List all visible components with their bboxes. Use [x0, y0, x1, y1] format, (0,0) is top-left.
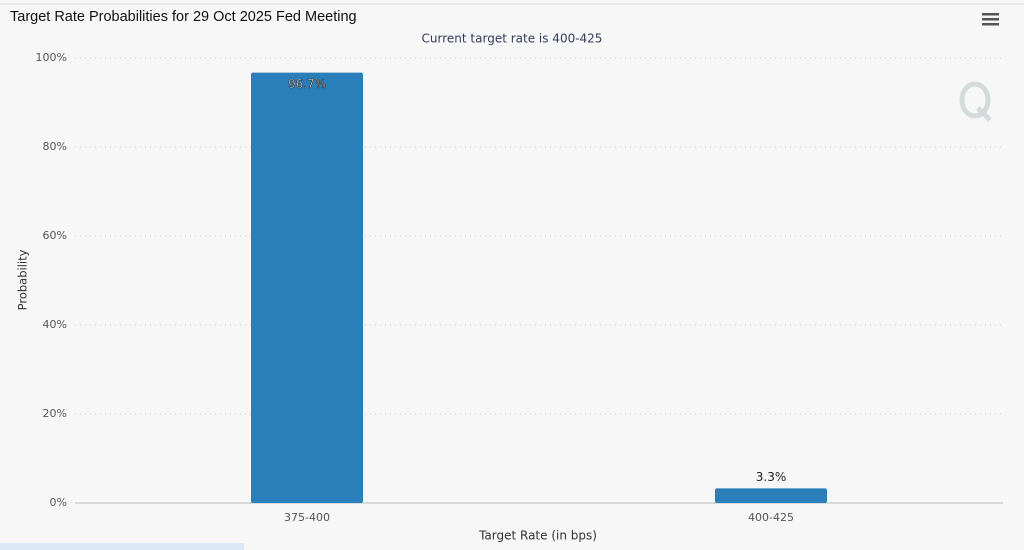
bar [715, 488, 827, 503]
menu-button[interactable] [982, 13, 999, 26]
bottom-tab [0, 543, 244, 550]
menu-bar [982, 13, 999, 16]
logo [959, 81, 992, 122]
y-tick-label: 0% [50, 496, 67, 509]
y-tick-label: 100% [36, 51, 67, 64]
data-label: 96.7% [288, 77, 326, 91]
bar [251, 72, 363, 503]
logo-ring [959, 81, 991, 119]
y-axis-label: Probability [16, 249, 30, 310]
menu-bar [982, 23, 999, 26]
data-label: 3.3% [756, 470, 787, 484]
logo-tail [976, 106, 992, 122]
x-tick-label: 375-400 [284, 511, 330, 524]
chart-title: Target Rate Probabilities for 29 Oct 202… [10, 9, 357, 25]
y-tick-label: 80% [43, 140, 67, 153]
y-tick-label: 20% [43, 407, 67, 420]
y-tick-label: 40% [43, 318, 67, 331]
chart-subtitle: Current target rate is 400-425 [422, 32, 603, 46]
x-axis-label: Target Rate (in bps) [478, 529, 597, 543]
x-tick-label: 400-425 [748, 511, 794, 524]
y-tick-label: 60% [43, 229, 67, 242]
menu-bar [982, 18, 999, 21]
